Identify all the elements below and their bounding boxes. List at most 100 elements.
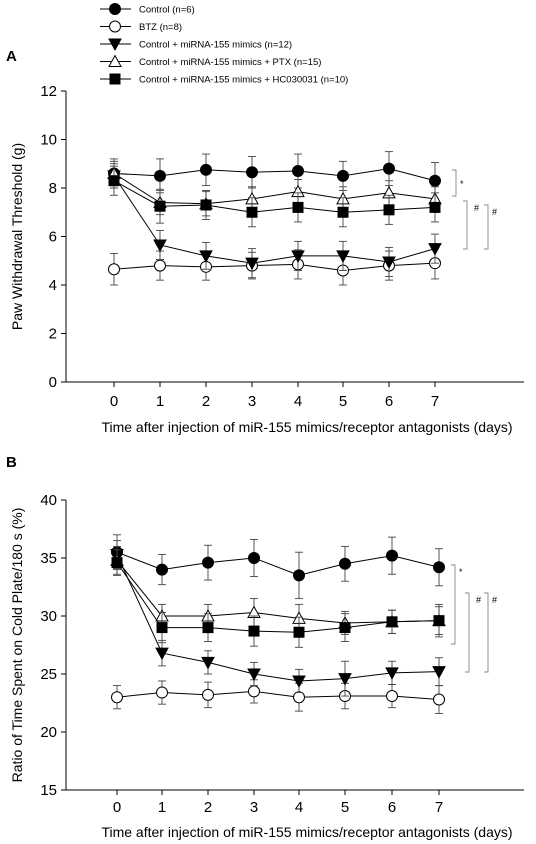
legend-marker xyxy=(109,73,121,85)
legend-item: Control + miRNA-155 mimics + PTX (n=15) xyxy=(100,54,321,68)
bracket-line xyxy=(452,169,457,197)
legend-marker xyxy=(109,20,121,33)
data-point xyxy=(292,201,304,213)
x-tick-label: 3 xyxy=(248,393,256,410)
series-line xyxy=(113,173,436,205)
legend-item: BTZ (n=8) xyxy=(100,20,182,33)
data-point xyxy=(293,691,305,704)
y-tick-label: 10 xyxy=(40,132,57,149)
data-point xyxy=(108,175,120,187)
x-tick-label: 0 xyxy=(113,799,121,816)
data-point xyxy=(156,622,168,634)
y-axis-title: Ratio of Time Spent on Cold Plate/180 s … xyxy=(9,508,25,783)
bracket-line xyxy=(451,564,456,645)
data-point xyxy=(382,256,396,270)
series-line xyxy=(116,562,440,633)
x-tick-label: 7 xyxy=(435,799,443,816)
x-tick-label: 4 xyxy=(295,799,303,816)
x-tick-label: 1 xyxy=(158,799,166,816)
series-2 xyxy=(110,540,446,697)
data-point xyxy=(156,686,168,699)
data-point xyxy=(433,561,445,574)
data-point xyxy=(429,174,441,187)
legend-item: Control + miRNA-155 mimics + HC030031 (n… xyxy=(100,73,348,86)
y-tick-label: 15 xyxy=(40,782,57,799)
data-point xyxy=(293,626,305,638)
data-point xyxy=(246,206,258,218)
y-tick-label: 35 xyxy=(40,550,57,567)
x-tick-label: 6 xyxy=(385,393,393,410)
data-point xyxy=(383,162,395,175)
series-line xyxy=(113,180,436,213)
series-line xyxy=(113,175,436,264)
y-tick-label: 40 xyxy=(40,492,57,509)
x-tick-label: 4 xyxy=(294,393,302,410)
data-point xyxy=(383,204,395,216)
series-0 xyxy=(111,534,445,600)
data-point xyxy=(154,200,166,212)
y-tick-label: 20 xyxy=(40,724,57,741)
x-axis-title: Time after injection of miR-155 mimics/r… xyxy=(101,824,512,840)
x-tick-label: 0 xyxy=(110,393,118,410)
data-point xyxy=(386,690,398,703)
data-point xyxy=(154,169,166,182)
legend-label: BTZ (n=8) xyxy=(139,22,182,33)
data-point xyxy=(292,675,306,689)
data-point xyxy=(202,556,214,569)
data-point xyxy=(200,199,212,211)
data-point xyxy=(153,239,167,253)
significance-bracket: # xyxy=(463,200,479,250)
legend: Control (n=6) BTZ (n=8) Control + miRNA-15… xyxy=(100,3,348,86)
legend-label: Control + miRNA-155 mimics + HC030031 (n… xyxy=(139,75,348,86)
data-point xyxy=(199,250,213,263)
significance-mark: * xyxy=(459,567,463,577)
data-point xyxy=(338,673,352,686)
x-tick-label: 3 xyxy=(250,799,258,816)
data-point xyxy=(248,685,260,698)
significance-mark: # xyxy=(474,203,479,213)
series-1 xyxy=(111,679,445,714)
data-point xyxy=(337,169,349,182)
data-point xyxy=(108,263,120,276)
data-point xyxy=(247,668,261,682)
data-point xyxy=(156,563,168,576)
data-point xyxy=(386,549,398,562)
series-0 xyxy=(108,151,441,200)
x-tick-label: 2 xyxy=(202,393,210,410)
data-point xyxy=(386,616,398,628)
data-point xyxy=(248,552,260,564)
data-point xyxy=(291,250,305,263)
y-tick-label: 12 xyxy=(40,83,57,100)
series-line xyxy=(116,551,440,576)
data-point xyxy=(336,250,350,263)
legend-label: Control + miRNA-155 mimics (n=12) xyxy=(139,40,292,51)
data-point xyxy=(155,647,169,661)
data-point xyxy=(339,622,351,634)
data-point xyxy=(293,569,305,582)
data-point xyxy=(433,615,445,627)
significance-mark: * xyxy=(460,179,464,189)
legend-label: Control + miRNA-155 mimics + PTX (n=15) xyxy=(139,57,321,68)
x-tick-label: 5 xyxy=(341,799,349,816)
data-point xyxy=(339,557,351,570)
x-tick-label: 5 xyxy=(339,393,347,410)
bracket-line xyxy=(484,204,489,250)
bracket-line xyxy=(484,592,489,673)
panel-letter: B xyxy=(6,454,17,471)
x-tick-label: 1 xyxy=(156,393,164,410)
x-tick-label: 2 xyxy=(204,799,212,816)
y-tick-label: 6 xyxy=(49,229,57,246)
data-point xyxy=(201,656,215,670)
x-tick-label: 6 xyxy=(388,799,396,816)
series-line xyxy=(116,560,440,624)
legend-marker xyxy=(109,3,121,15)
data-point xyxy=(202,622,214,634)
y-axis-title: Paw Withdrawal Threshold (g) xyxy=(9,143,25,330)
y-tick-label: 8 xyxy=(49,180,57,197)
significance-mark: # xyxy=(492,595,497,605)
y-tick-label: 0 xyxy=(49,374,57,391)
legend-marker xyxy=(108,54,122,67)
y-tick-label: 25 xyxy=(40,666,57,683)
bracket-line xyxy=(463,200,468,250)
